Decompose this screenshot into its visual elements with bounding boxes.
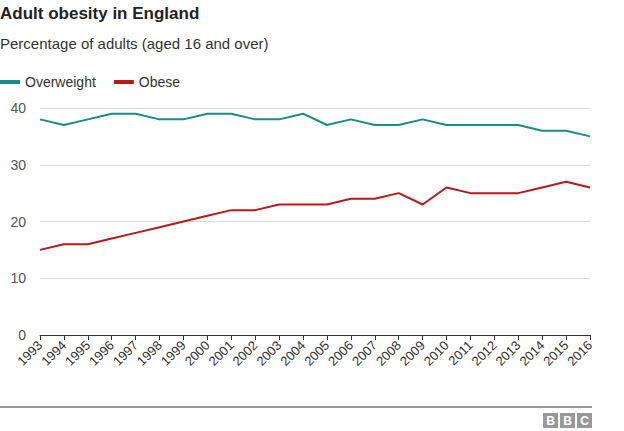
svg-text:2015: 2015 (540, 338, 571, 369)
svg-text:30: 30 (10, 157, 26, 173)
svg-text:2014: 2014 (516, 338, 547, 369)
svg-text:2010: 2010 (421, 338, 452, 369)
svg-text:2016: 2016 (564, 338, 595, 369)
svg-text:2012: 2012 (469, 338, 500, 369)
svg-text:2005: 2005 (301, 338, 332, 369)
svg-text:Obese: Obese (139, 74, 180, 90)
svg-text:0: 0 (18, 327, 26, 343)
svg-text:1994: 1994 (38, 338, 69, 369)
svg-text:2004: 2004 (277, 338, 308, 369)
svg-text:2013: 2013 (493, 338, 524, 369)
svg-text:1996: 1996 (86, 338, 117, 369)
svg-text:2009: 2009 (397, 338, 428, 369)
svg-text:1995: 1995 (62, 338, 93, 369)
svg-text:Overweight: Overweight (25, 74, 96, 90)
svg-text:Adult obesity in England: Adult obesity in England (0, 4, 199, 23)
svg-text:2008: 2008 (373, 338, 404, 369)
svg-text:C: C (580, 414, 589, 428)
svg-text:2006: 2006 (325, 338, 356, 369)
svg-text:1999: 1999 (158, 338, 189, 369)
svg-text:20: 20 (10, 214, 26, 230)
svg-text:2003: 2003 (253, 338, 284, 369)
svg-text:Percentage of adults (aged 16: Percentage of adults (aged 16 and over) (0, 35, 269, 52)
svg-text:1993: 1993 (14, 338, 45, 369)
svg-text:1998: 1998 (134, 338, 165, 369)
svg-text:2001: 2001 (206, 338, 237, 369)
svg-text:40: 40 (10, 100, 26, 116)
svg-text:10: 10 (10, 270, 26, 286)
svg-text:1997: 1997 (110, 338, 141, 369)
svg-text:B: B (546, 414, 555, 428)
svg-text:2007: 2007 (349, 338, 380, 369)
svg-text:B: B (563, 414, 572, 428)
svg-text:2011: 2011 (445, 338, 475, 368)
svg-text:2000: 2000 (182, 338, 213, 369)
svg-text:2002: 2002 (229, 338, 260, 369)
